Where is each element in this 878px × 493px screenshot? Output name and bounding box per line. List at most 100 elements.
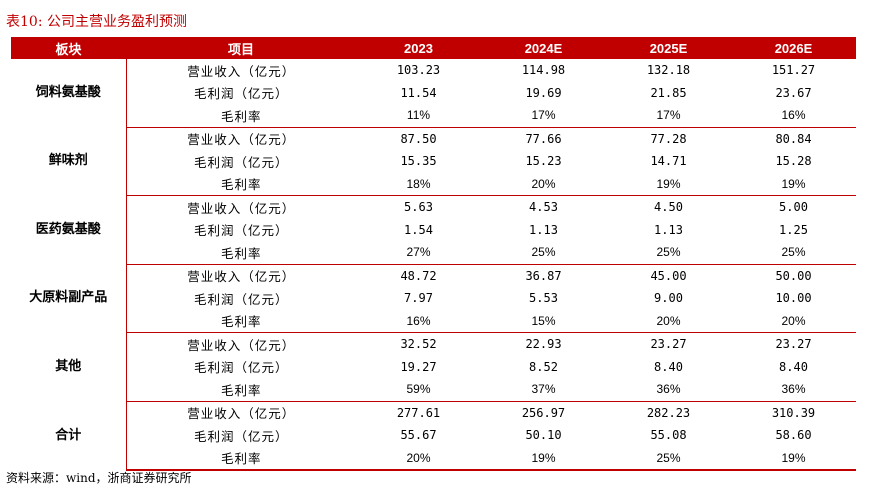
table-row: 毛利润（亿元） 11.54 19.69 21.85 23.67: [11, 82, 856, 105]
value-cell: 77.28: [650, 131, 687, 146]
value-cell: 20%: [731, 309, 856, 333]
table-row: 毛利润（亿元） 7.97 5.53 9.00 10.00: [11, 287, 856, 310]
value-cell: 10.00: [775, 291, 812, 306]
value-cell: 55.08: [650, 428, 687, 443]
value-cell: 25%: [606, 446, 731, 471]
table-row: 毛利润（亿元） 1.54 1.13 1.13 1.25: [11, 219, 856, 242]
value-cell: 5.53: [529, 291, 558, 306]
value-cell: 256.97: [521, 405, 566, 420]
table-header-row: 板块 项目 2023 2024E 2025E 2026E: [11, 37, 856, 59]
value-cell: 20%: [481, 172, 606, 196]
value-cell: 1.54: [404, 222, 433, 237]
value-cell: 17%: [481, 104, 606, 128]
value-cell: 19%: [731, 446, 856, 471]
value-cell: 48.72: [400, 268, 437, 283]
table-row: 饲料氨基酸 营业收入（亿元） 103.23 114.98 132.18 151.27: [11, 59, 856, 127]
metric-label: 营业收入（亿元）: [187, 200, 296, 216]
value-cell: 5.00: [779, 200, 808, 215]
value-cell: 50.00: [775, 268, 812, 283]
value-cell: 17%: [606, 104, 731, 128]
table-row: 大原料副产品 营业收入（亿元） 48.72 36.87 45.00 50.00: [11, 264, 856, 333]
value-cell: 19.27: [400, 359, 437, 374]
metric-label: 营业收入（亿元）: [187, 406, 296, 422]
metric-label: 营业收入（亿元）: [187, 337, 296, 353]
value-cell: 11.54: [400, 85, 437, 100]
value-cell: 14.71: [650, 154, 687, 169]
metric-label: 营业收入（亿元）: [187, 63, 296, 79]
value-cell: 36.87: [525, 268, 562, 283]
metric-label: 毛利率: [126, 309, 356, 333]
table-row: 毛利润（亿元） 19.27 8.52 8.40 8.40: [11, 356, 856, 379]
value-cell: 16%: [731, 104, 856, 128]
metric-label: 毛利率: [126, 378, 356, 402]
metric-label: 营业收入（亿元）: [187, 132, 296, 148]
value-cell: 25%: [481, 241, 606, 265]
value-cell: 23.67: [775, 85, 812, 100]
header-segment: 板块: [55, 41, 82, 57]
value-cell: 5.63: [404, 200, 433, 215]
source-note: 资料来源：wind，浙商证券研究所: [6, 471, 192, 485]
header-2023: 2023: [404, 40, 433, 56]
value-cell: 15.28: [775, 154, 812, 169]
value-cell: 8.52: [529, 359, 558, 374]
table-title: 表10: 公司主营业务盈利预测: [6, 14, 187, 30]
value-cell: 21.85: [650, 85, 687, 100]
value-cell: 59%: [356, 378, 481, 402]
table-row: 其他 营业收入（亿元） 32.52 22.93 23.27 23.27: [11, 332, 856, 401]
segment-label: 饲料氨基酸: [11, 59, 127, 127]
value-cell: 132.18: [646, 63, 691, 78]
value-cell: 4.50: [654, 200, 683, 215]
value-cell: 19%: [606, 172, 731, 196]
value-cell: 18%: [356, 172, 481, 196]
metric-label: 营业收入（亿元）: [187, 269, 296, 285]
table-row: 毛利率 18% 20% 19% 19%: [11, 172, 856, 196]
segment-label: 其他: [11, 332, 127, 401]
value-cell: 4.53: [529, 200, 558, 215]
value-cell: 151.27: [771, 63, 816, 78]
segment-label: 大原料副产品: [11, 264, 127, 333]
value-cell: 19.69: [525, 85, 562, 100]
metric-label: 毛利润（亿元）: [193, 154, 289, 170]
table-row: 毛利率 27% 25% 25% 25%: [11, 241, 856, 265]
value-cell: 20%: [356, 446, 481, 471]
value-cell: 114.98: [521, 63, 566, 78]
value-cell: 1.25: [779, 222, 808, 237]
value-cell: 20%: [606, 309, 731, 333]
header-2024e: 2024E: [524, 40, 563, 56]
segment-label: 鲜味剂: [11, 127, 127, 196]
metric-label: 毛利润（亿元）: [193, 360, 289, 376]
value-cell: 19%: [731, 172, 856, 196]
header-item: 项目: [227, 41, 254, 57]
value-cell: 310.39: [771, 405, 816, 420]
metric-label: 毛利润（亿元）: [193, 86, 289, 102]
header-2025e: 2025E: [649, 40, 688, 56]
value-cell: 80.84: [775, 131, 812, 146]
value-cell: 277.61: [396, 405, 441, 420]
metric-label: 毛利润（亿元）: [193, 223, 289, 239]
table-row: 毛利率 20% 19% 25% 19%: [11, 446, 856, 471]
value-cell: 50.10: [525, 428, 562, 443]
table-row: 医药氨基酸 营业收入（亿元） 5.63 4.53 4.50 5.00: [11, 195, 856, 264]
profit-forecast-table: 板块 项目 2023 2024E 2025E 2026E 饲料氨基酸营业收入（亿…: [11, 37, 856, 471]
value-cell: 103.23: [396, 63, 441, 78]
value-cell: 1.13: [529, 222, 558, 237]
value-cell: 32.52: [400, 337, 437, 352]
value-cell: 19%: [481, 446, 606, 471]
value-cell: 8.40: [779, 359, 808, 374]
table-row: 毛利率 11% 17% 17% 16%: [11, 104, 856, 128]
value-cell: 15.23: [525, 154, 562, 169]
value-cell: 87.50: [400, 131, 437, 146]
table-row: 毛利率 59% 37% 36% 36%: [11, 378, 856, 402]
value-cell: 23.27: [650, 337, 687, 352]
table-row: 合计 营业收入（亿元） 277.61 256.97 282.23 310.39: [11, 401, 856, 470]
metric-label: 毛利润（亿元）: [193, 291, 289, 307]
value-cell: 27%: [356, 241, 481, 265]
value-cell: 77.66: [525, 131, 562, 146]
value-cell: 25%: [731, 241, 856, 265]
value-cell: 15%: [481, 309, 606, 333]
metric-label: 毛利率: [126, 241, 356, 265]
metric-label: 毛利率: [126, 172, 356, 196]
value-cell: 8.40: [654, 359, 683, 374]
value-cell: 23.27: [775, 337, 812, 352]
value-cell: 16%: [356, 309, 481, 333]
